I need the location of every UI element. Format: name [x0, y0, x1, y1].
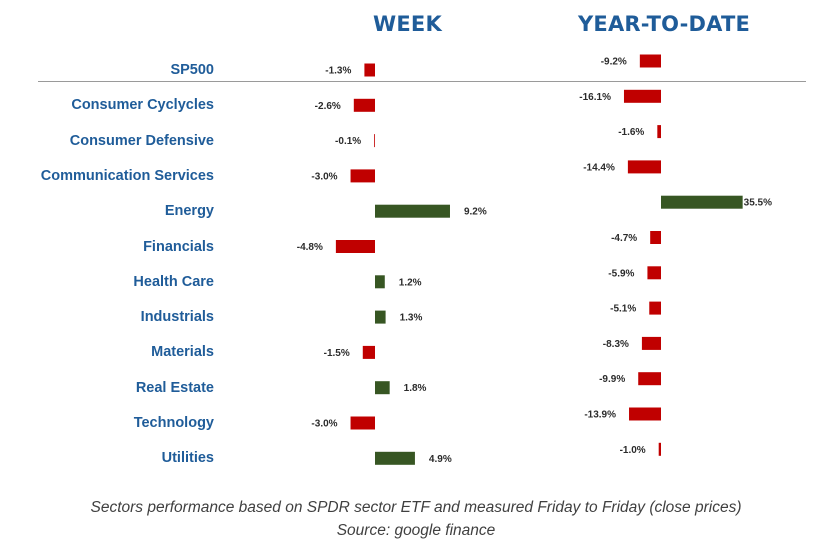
ytd-bar [641, 336, 661, 350]
week-bar [364, 63, 375, 77]
sector-label: Communication Services [40, 167, 214, 184]
ytd-bar [650, 231, 661, 244]
ytd-bar [658, 442, 661, 456]
week-bar [375, 204, 450, 218]
week-bar [375, 310, 386, 324]
ytd-bar [647, 266, 661, 280]
sector-label: SP500 [170, 62, 214, 78]
week-value-label: -4.8% [297, 242, 323, 253]
ytd-bar [649, 301, 661, 315]
week-value-label: -1.5% [324, 348, 350, 359]
week-value-label: 1.3% [400, 313, 423, 324]
week-bar [335, 240, 375, 253]
ytd-value-label: -16.1% [579, 92, 611, 103]
week-bar [350, 169, 375, 183]
week-bar [375, 381, 390, 395]
ytd-value-label: 35.5% [744, 198, 772, 209]
sector-label: Financials [143, 238, 214, 255]
sector-label: Industrials [140, 309, 214, 326]
sector-label: Utilities [161, 450, 214, 467]
week-bar [350, 416, 375, 430]
week-value-label: 1.2% [399, 277, 422, 288]
ytd-value-label: -5.9% [608, 268, 634, 279]
week-bar [375, 275, 385, 289]
ytd-value-label: -9.9% [599, 374, 625, 385]
week-header: WEEK [373, 12, 442, 36]
week-value-label: 4.9% [429, 454, 452, 465]
ytd-value-label: -4.7% [611, 233, 637, 244]
sector-label: Consumer Cyclycles [71, 97, 214, 114]
ytd-bar [657, 125, 661, 139]
ytd-bar [638, 372, 661, 386]
ytd-value-label: -1.6% [618, 127, 644, 138]
week-bar [362, 345, 375, 359]
ytd-value-label: -8.3% [603, 339, 629, 350]
week-value-label: -3.0% [311, 171, 337, 182]
ytd-value-label: -5.1% [610, 304, 636, 315]
sector-label: Materials [151, 344, 214, 361]
footer-source: Source: google finance [336, 522, 496, 539]
sector-label: Energy [164, 203, 214, 220]
sp500-divider [38, 81, 806, 82]
ytd-value-label: -1.0% [620, 445, 646, 456]
ytd-bar [639, 54, 661, 68]
ytd-bar [627, 160, 661, 174]
week-bar [374, 134, 375, 148]
ytd-header: YEAR-TO-DATE [578, 12, 751, 36]
week-value-label: -3.0% [311, 419, 337, 430]
sector-label: Consumer Defensive [69, 132, 214, 149]
ytd-value-label: -14.4% [583, 162, 615, 173]
ytd-bar [629, 407, 661, 421]
sector-label: Technology [133, 415, 214, 431]
week-value-label: -1.3% [325, 66, 351, 77]
sector-label: Real Estate [135, 379, 214, 396]
week-value-label: 1.8% [404, 383, 427, 394]
ytd-bar [661, 195, 743, 209]
sector-label: Health Care [133, 273, 214, 290]
week-value-label: -0.1% [335, 136, 361, 147]
footer-note: Sectors performance based on SPDR sector… [90, 499, 742, 516]
ytd-value-label: -9.2% [601, 57, 627, 68]
week-bar [353, 98, 375, 112]
week-value-label: 9.2% [464, 207, 487, 218]
week-bar [375, 451, 415, 465]
ytd-value-label: -13.9% [584, 410, 616, 421]
ytd-bar [623, 89, 661, 103]
week-value-label: -2.6% [315, 101, 341, 112]
